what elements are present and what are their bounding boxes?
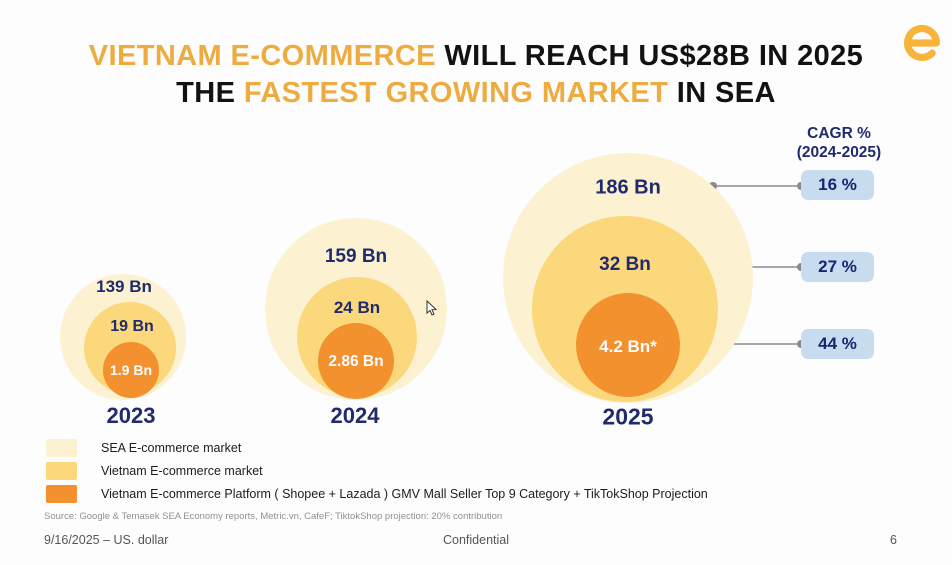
legend-swatch-vietnam	[46, 462, 77, 480]
title-accent-1: VIETNAM E-COMMERCE	[88, 40, 436, 72]
legend-swatch-sea	[46, 439, 77, 457]
footer-confidential: Confidential	[442, 533, 510, 547]
platform-value-2025: 4.2 Bn*	[599, 337, 657, 356]
mouse-cursor-icon	[426, 299, 438, 317]
title-line-1: VIETNAM E-COMMERCE WILL REACH US$28B IN …	[0, 38, 952, 75]
cagr-connector-sea	[709, 182, 805, 190]
vietnam-value-2023: 19 Bn	[110, 318, 154, 335]
title-accent-2: FASTEST GROWING MARKET	[243, 77, 669, 109]
platform-value-2024: 2.86 Bn	[328, 353, 384, 370]
cagr-header-line1: CAGR %	[807, 125, 871, 142]
legend-label-sea: SEA E-commerce market	[101, 441, 242, 455]
title-plain-2: THE	[176, 77, 244, 109]
cagr-badge-vietnam: 27 %	[801, 252, 874, 282]
legend-item-platform: Vietnam E-commerce Platform ( Shopee + L…	[46, 485, 708, 503]
sea-value-2024: 159 Bn	[324, 246, 388, 267]
sea-value-2025: 186 Bn	[595, 176, 661, 199]
sea-value-2023: 139 Bn	[96, 277, 152, 296]
page-title: VIETNAM E-COMMERCE WILL REACH US$28B IN …	[0, 38, 952, 112]
title-plain-1: WILL REACH US$28B IN 2025	[435, 40, 864, 72]
cagr-header: CAGR % (2024-2025)	[758, 124, 920, 162]
cagr-badge-platform: 44 %	[801, 329, 874, 359]
vietnam-value-2024: 24 Bn	[333, 298, 381, 317]
page-number: 6	[890, 533, 897, 547]
platform-circle-2023	[103, 342, 159, 398]
cagr-header-line2: (2024-2025)	[796, 144, 882, 161]
legend-swatch-platform	[46, 485, 77, 503]
source-note: Source: Google & Temasek SEA Economy rep…	[44, 511, 503, 522]
year-label-2024: 2024	[330, 403, 380, 428]
brand-e-logo-icon	[902, 22, 942, 64]
title-plain-3: IN SEA	[668, 77, 776, 109]
legend-label-vietnam: Vietnam E-commerce market	[101, 464, 263, 478]
footer-date-currency: 9/16/2025 – US. dollar	[44, 533, 169, 547]
vietnam-value-2025: 32 Bn	[599, 254, 651, 275]
legend-label-platform: Vietnam E-commerce Platform ( Shopee + L…	[101, 487, 708, 501]
cagr-badge-sea: 16 %	[801, 170, 874, 200]
platform-circle-2024	[318, 323, 394, 399]
legend-item-vietnam: Vietnam E-commerce market	[46, 462, 263, 480]
title-line-2: THE FASTEST GROWING MARKET IN SEA	[0, 75, 952, 112]
legend-item-sea: SEA E-commerce market	[46, 439, 241, 457]
platform-value-2023: 1.9 Bn	[109, 362, 153, 378]
year-label-2025: 2025	[602, 403, 654, 430]
platform-circle-2025	[576, 293, 680, 397]
year-label-2023: 2023	[106, 403, 156, 428]
